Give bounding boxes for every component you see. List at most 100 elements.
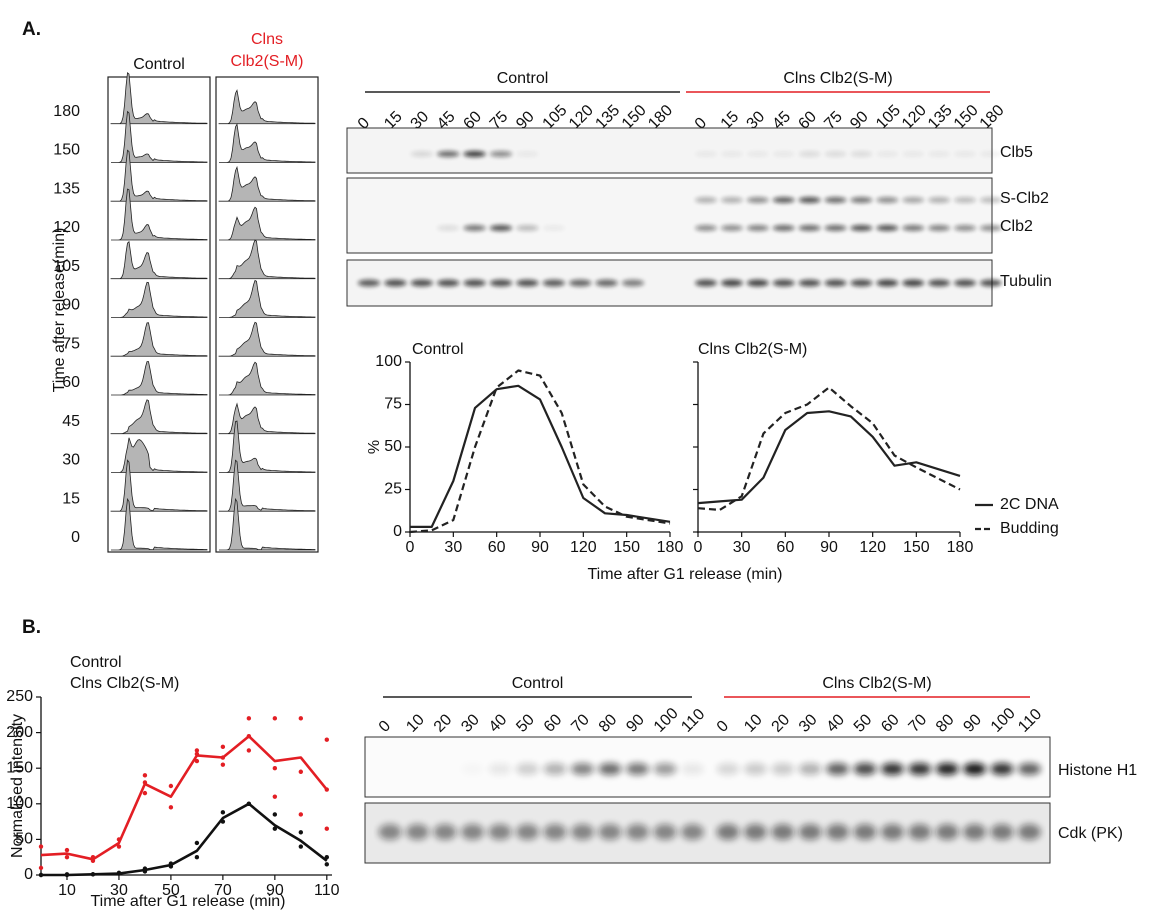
band: [358, 280, 380, 287]
replicate-point: [169, 805, 173, 809]
band: [695, 197, 717, 203]
band: [406, 824, 429, 840]
band: [825, 197, 847, 203]
replicate-point: [299, 716, 303, 720]
band: [596, 280, 618, 287]
band: [622, 280, 644, 287]
band: [853, 763, 876, 775]
replicate-point: [247, 748, 251, 752]
band: [490, 280, 512, 287]
replicate-point: [195, 855, 199, 859]
replicate-point: [39, 866, 43, 870]
band: [744, 824, 767, 840]
replicate-point: [221, 762, 225, 766]
band: [653, 824, 676, 840]
band: [771, 824, 794, 840]
band: [876, 280, 898, 287]
band: [825, 151, 847, 157]
replicate-point: [325, 827, 329, 831]
band: [516, 280, 538, 287]
blot-panel: [347, 128, 992, 173]
group-label: Control: [512, 675, 564, 692]
band: [543, 225, 565, 231]
x-tick-label: 0: [406, 539, 415, 556]
group-label: Clns Clb2(S-M): [822, 675, 931, 692]
x-tick-label: 90: [820, 539, 838, 556]
band: [990, 763, 1013, 775]
band: [980, 225, 1002, 231]
band: [799, 824, 822, 840]
band: [799, 225, 821, 231]
replicate-point: [325, 862, 329, 866]
x-tick-label: 110: [314, 882, 340, 899]
time-label: 135: [53, 180, 80, 197]
band: [771, 763, 794, 775]
band: [954, 151, 976, 157]
band: [695, 225, 717, 231]
band: [490, 151, 512, 157]
blot-panel: [347, 178, 992, 253]
replicate-point: [299, 770, 303, 774]
band: [928, 225, 950, 231]
x-tick-label: 0: [694, 539, 703, 556]
band: [437, 225, 459, 231]
y-tick-label: 25: [384, 481, 402, 498]
replicate-point: [299, 830, 303, 834]
band: [488, 824, 511, 840]
x-tick-label: 120: [859, 539, 886, 556]
band-label: Tubulin: [1000, 273, 1052, 290]
band: [980, 197, 1002, 203]
band: [826, 824, 849, 840]
band: [902, 280, 924, 287]
y-tick-label: 0: [393, 523, 402, 540]
band: [1018, 824, 1041, 840]
band: [908, 824, 931, 840]
replicate-point: [39, 844, 43, 848]
group-label: Clb2(S-M): [231, 53, 304, 70]
band: [598, 824, 621, 840]
band: [571, 763, 594, 775]
x-tick-label: 30: [733, 539, 751, 556]
band: [881, 824, 904, 840]
band: [851, 280, 873, 287]
band: [747, 151, 769, 157]
y-tick-label: 250: [6, 688, 33, 705]
band: [902, 197, 924, 203]
replicate-point: [299, 812, 303, 816]
band: [543, 824, 566, 840]
band: [516, 824, 539, 840]
y-tick-label: 100: [375, 353, 402, 370]
replicate-point: [143, 791, 147, 795]
group-label: Clns: [251, 31, 283, 48]
panel-label: A.: [22, 19, 41, 40]
x-tick-label: 60: [488, 539, 506, 556]
band: [695, 280, 717, 287]
replicate-point: [247, 716, 251, 720]
band: [384, 280, 406, 287]
replicate-point: [273, 766, 277, 770]
band: [876, 225, 898, 231]
band: [963, 824, 986, 840]
chart-title: Clns Clb2(S-M): [698, 341, 807, 358]
band: [799, 151, 821, 157]
x-tick-label: 30: [444, 539, 462, 556]
band: [461, 763, 484, 775]
band: [461, 824, 484, 840]
replicate-point: [273, 812, 277, 816]
band: [990, 824, 1013, 840]
replicate-point: [299, 844, 303, 848]
band: [464, 225, 486, 231]
replicate-point: [195, 748, 199, 752]
group-label: Clns Clb2(S-M): [783, 70, 892, 87]
band: [721, 280, 743, 287]
band: [721, 151, 743, 157]
band: [963, 763, 986, 775]
y-tick-label: 0: [24, 866, 33, 883]
replicate-point: [65, 855, 69, 859]
band: [569, 280, 591, 287]
band: [799, 763, 822, 775]
band: [908, 763, 931, 775]
band: [681, 824, 704, 840]
band: [716, 824, 739, 840]
band: [876, 197, 898, 203]
